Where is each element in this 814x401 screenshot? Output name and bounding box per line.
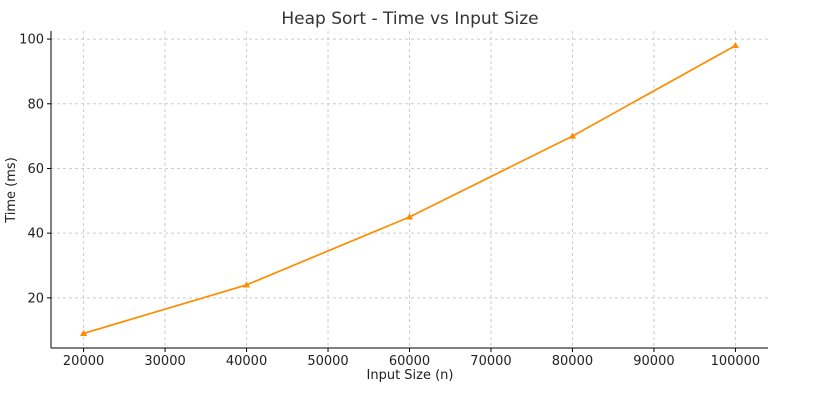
x-tick-label: 30000 — [144, 354, 185, 369]
x-tick-label: 90000 — [633, 354, 674, 369]
x-axis-label: Input Size (n) — [367, 368, 454, 383]
data-point-marker — [242, 281, 251, 288]
x-ticks: 20000 30000 40000 50000 60000 70000 80000 90000… — [63, 348, 760, 369]
x-tick-label: 100000 — [711, 354, 761, 369]
data-point-marker — [568, 132, 577, 139]
y-tick-label: 100 — [19, 33, 44, 48]
grid-layer — [51, 31, 768, 348]
x-tick-label: 70000 — [470, 354, 511, 369]
x-tick-label: 60000 — [389, 354, 430, 369]
x-tick-label: 40000 — [226, 354, 267, 369]
y-tick-label: 80 — [27, 97, 44, 112]
series-layer — [79, 41, 740, 336]
y-axis-label: Time (ms) — [4, 157, 19, 224]
x-tick-label: 80000 — [552, 354, 593, 369]
data-point-marker — [731, 41, 740, 49]
x-tick-label: 50000 — [307, 354, 348, 369]
y-tick-label: 60 — [27, 162, 44, 177]
data-point-marker — [79, 329, 88, 336]
data-point-marker — [405, 213, 414, 220]
y-ticks: 20 40 60 80 100 — [19, 33, 51, 306]
chart-title: Heap Sort - Time vs Input Size — [281, 9, 538, 29]
x-tick-label: 20000 — [63, 354, 104, 369]
y-tick-label: 40 — [27, 227, 44, 242]
y-tick-label: 20 — [27, 291, 44, 306]
